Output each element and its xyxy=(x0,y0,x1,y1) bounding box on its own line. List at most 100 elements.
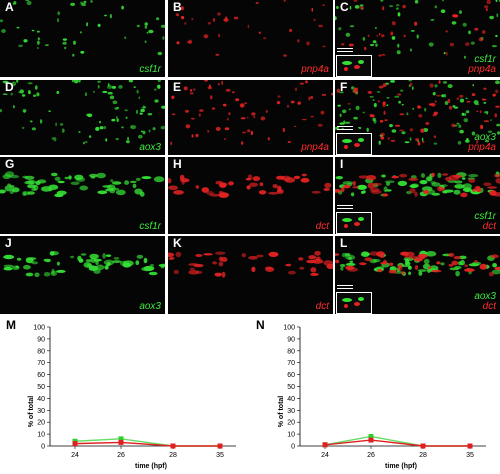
signal-dot xyxy=(1,29,6,33)
signal-dot xyxy=(362,111,365,114)
signal-dot xyxy=(72,80,74,83)
zoom-inset xyxy=(336,212,372,234)
signal-dot xyxy=(85,92,87,97)
signal-dot xyxy=(406,112,409,116)
signal-dot xyxy=(168,252,175,257)
signal-dot xyxy=(404,261,411,266)
signal-dot xyxy=(51,172,58,177)
signal-dot xyxy=(57,180,65,184)
signal-dot xyxy=(430,19,435,21)
signal-dot xyxy=(247,24,250,29)
signal-dot xyxy=(437,186,444,192)
signal-dot xyxy=(358,138,364,142)
signal-dot xyxy=(409,82,413,86)
y-axis-label: % of total xyxy=(28,396,35,428)
x-tick-label: 28 xyxy=(169,452,177,459)
signal-dot xyxy=(215,126,221,131)
signal-dot xyxy=(447,98,451,104)
signal-dot xyxy=(335,176,343,180)
signal-dot xyxy=(397,12,401,17)
signal-dot xyxy=(312,258,324,264)
signal-dot xyxy=(228,112,231,116)
data-point-red xyxy=(118,439,124,445)
signal-dot xyxy=(390,31,394,36)
signal-dot xyxy=(277,189,281,193)
signal-dot xyxy=(267,137,270,141)
signal-dot xyxy=(51,137,54,140)
signal-dot xyxy=(409,128,413,132)
signal-dot xyxy=(465,42,470,46)
signal-dot xyxy=(224,138,226,140)
x-tick-label: 26 xyxy=(117,452,125,459)
signal-dot xyxy=(16,80,19,83)
fluorescence-signal xyxy=(335,250,500,277)
signal-dot xyxy=(403,34,406,38)
signal-dot xyxy=(215,53,220,56)
signal-dot xyxy=(11,187,20,193)
signal-dot xyxy=(3,266,13,271)
signal-dot xyxy=(57,18,59,23)
signal-dot xyxy=(102,253,106,259)
signal-dot xyxy=(314,250,321,256)
signal-dot xyxy=(221,271,226,278)
signal-dot xyxy=(340,266,344,271)
signal-dot xyxy=(357,184,367,190)
signal-dot xyxy=(391,175,399,179)
signal-dot xyxy=(30,120,33,123)
signal-dot xyxy=(434,84,438,88)
signal-dot xyxy=(107,91,113,95)
signal-dot xyxy=(497,131,500,135)
signal-dot xyxy=(310,115,314,118)
signal-dot xyxy=(60,123,64,126)
scale-bar xyxy=(337,129,353,130)
signal-dot xyxy=(353,116,358,120)
signal-dot xyxy=(468,30,471,35)
signal-dot xyxy=(64,176,69,180)
signal-dot xyxy=(421,173,425,178)
signal-dot xyxy=(235,98,240,102)
signal-dot xyxy=(24,175,35,180)
signal-dot xyxy=(171,95,175,99)
signal-dot xyxy=(27,82,33,85)
signal-dot xyxy=(448,252,455,257)
signal-dot xyxy=(116,107,119,109)
signal-dot xyxy=(150,264,154,267)
signal-dot xyxy=(461,177,466,180)
signal-dot xyxy=(341,187,345,192)
chart-m: M 0 10 20 30 40 50 60 70 80 90 100 24 26 28 35 time (hp… xyxy=(0,318,250,474)
y-tick-label: 100 xyxy=(283,325,295,332)
signal-dot xyxy=(224,127,230,131)
y-tick-label: 30 xyxy=(287,408,295,415)
signal-dot xyxy=(464,264,468,267)
signal-dot xyxy=(386,97,390,99)
signal-dot xyxy=(381,54,386,56)
fluorescence-signal xyxy=(168,173,332,198)
signal-dot xyxy=(286,104,290,108)
stain-label: aox3 xyxy=(474,291,496,302)
signal-dot xyxy=(344,224,348,228)
signal-dot xyxy=(465,110,470,114)
fluorescence-signal xyxy=(175,0,326,57)
signal-dot xyxy=(306,259,316,264)
signal-dot xyxy=(140,108,145,113)
signal-dot xyxy=(494,266,500,271)
signal-dot xyxy=(62,128,65,133)
signal-dot xyxy=(342,181,354,185)
stain-label: aox3 xyxy=(139,142,161,153)
signal-dot xyxy=(16,26,20,29)
signal-dot xyxy=(341,43,345,46)
signal-dot xyxy=(179,174,185,181)
signal-dot xyxy=(171,113,176,116)
signal-dot xyxy=(462,187,472,192)
signal-dot xyxy=(345,32,351,37)
signal-dot xyxy=(290,100,295,104)
signal-dot xyxy=(391,21,396,26)
signal-dot xyxy=(321,93,327,96)
signal-dot xyxy=(336,88,340,93)
signal-dot xyxy=(344,304,348,308)
signal-dot xyxy=(221,80,224,85)
signal-dot xyxy=(147,113,153,116)
signal-dot xyxy=(496,13,499,18)
signal-dot xyxy=(349,5,352,10)
